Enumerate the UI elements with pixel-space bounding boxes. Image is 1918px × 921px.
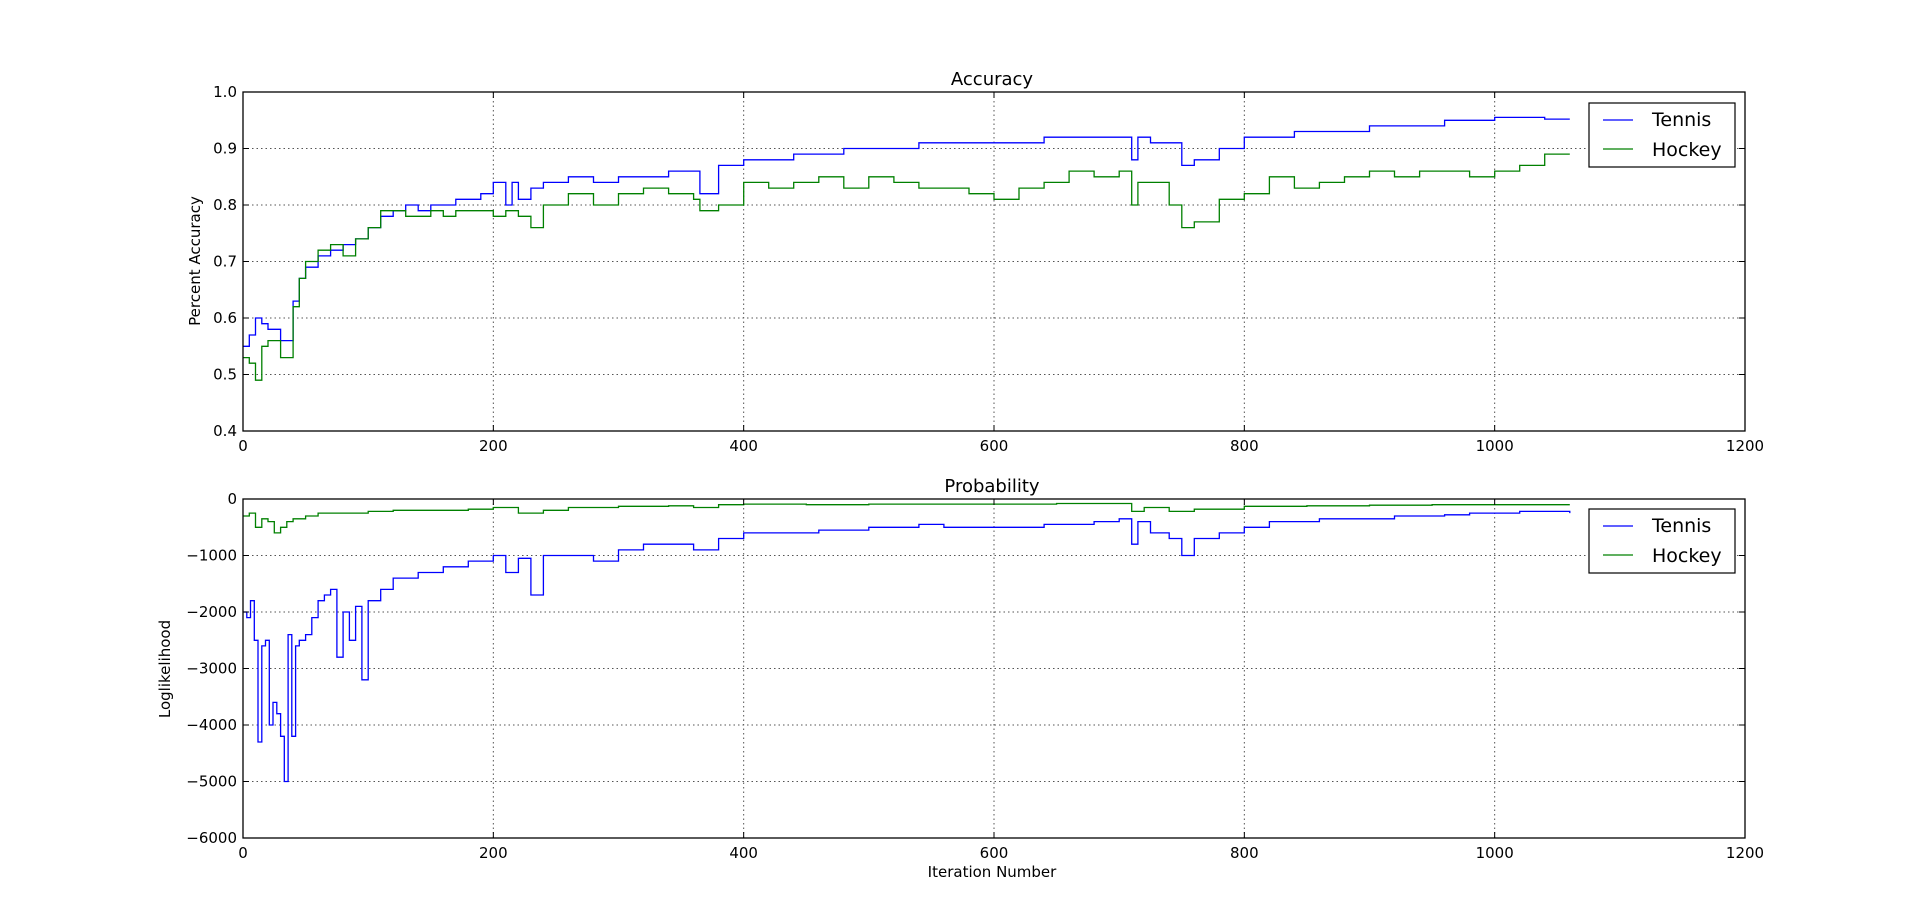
probability-chart: Probability Loglikelihood Iteration Numb…: [156, 476, 1764, 881]
y-tick-label: −3000: [186, 660, 237, 678]
x-tick-label: 400: [729, 844, 758, 862]
y-tick-label: 0.9: [213, 140, 237, 158]
series-layer: [243, 116, 1570, 381]
chart-title: Probability: [944, 476, 1039, 497]
accuracy-chart: Accuracy Percent Accuracy 0 200 400 600 800 1…: [186, 69, 1764, 455]
series-line-hockey: [243, 502, 1570, 534]
x-tick-label: 400: [729, 437, 758, 455]
y-tick-label: −1000: [186, 547, 237, 565]
series-line-tennis: [243, 510, 1571, 783]
x-tick-label: 1000: [1476, 844, 1514, 862]
legend-label-tennis: Tennis: [1651, 515, 1711, 537]
x-tick-label: 800: [1230, 844, 1259, 862]
x-tick-label: 0: [238, 437, 248, 455]
x-tick-label: 200: [479, 844, 508, 862]
legend-box: [1588, 102, 1736, 168]
ticks: 0 200 400 600 800 1000 1200 −6000 −5000 −4000 −300…: [186, 490, 1764, 862]
x-tick-label: 200: [479, 437, 508, 455]
legend: Tennis Hockey: [1588, 508, 1736, 574]
legend-label-hockey: Hockey: [1652, 545, 1722, 567]
ticks: 0 200 400 600 800 1000 1200 0.4 0.5 0.6 0.7 0.8 0.9 1…: [213, 83, 1764, 455]
legend-label-tennis: Tennis: [1651, 109, 1711, 131]
legend-box: [1588, 508, 1736, 574]
y-tick-label: 1.0: [213, 83, 237, 101]
y-axis-label: Loglikelihood: [156, 620, 174, 718]
x-tick-label: 600: [980, 437, 1009, 455]
y-tick-label: 0.7: [213, 253, 237, 271]
y-tick-label: −5000: [186, 773, 237, 791]
legend: Tennis Hockey: [1588, 102, 1736, 168]
grid: [243, 499, 1745, 838]
y-tick-label: 0.5: [213, 366, 237, 384]
series-line-hockey: [243, 153, 1570, 381]
y-tick-label: −6000: [186, 829, 237, 847]
legend-label-hockey: Hockey: [1652, 139, 1722, 161]
x-tick-label: 1000: [1476, 437, 1514, 455]
y-tick-label: 0.8: [213, 196, 237, 214]
x-tick-label: 800: [1230, 437, 1259, 455]
y-tick-label: −4000: [186, 716, 237, 734]
y-tick-label: 0: [227, 490, 237, 508]
x-axis-label: Iteration Number: [928, 863, 1057, 881]
y-axis-label: Percent Accuracy: [186, 196, 204, 326]
y-tick-label: 0.6: [213, 309, 237, 327]
series-layer: [243, 502, 1571, 783]
chart-title: Accuracy: [951, 69, 1034, 90]
x-tick-label: 0: [238, 844, 248, 862]
x-tick-label: 600: [980, 844, 1009, 862]
grid: [243, 92, 1745, 431]
y-tick-label: −2000: [186, 603, 237, 621]
y-tick-label: 0.4: [213, 422, 237, 440]
series-line-tennis: [243, 116, 1570, 347]
x-tick-label: 1200: [1726, 437, 1764, 455]
x-tick-label: 1200: [1726, 844, 1764, 862]
